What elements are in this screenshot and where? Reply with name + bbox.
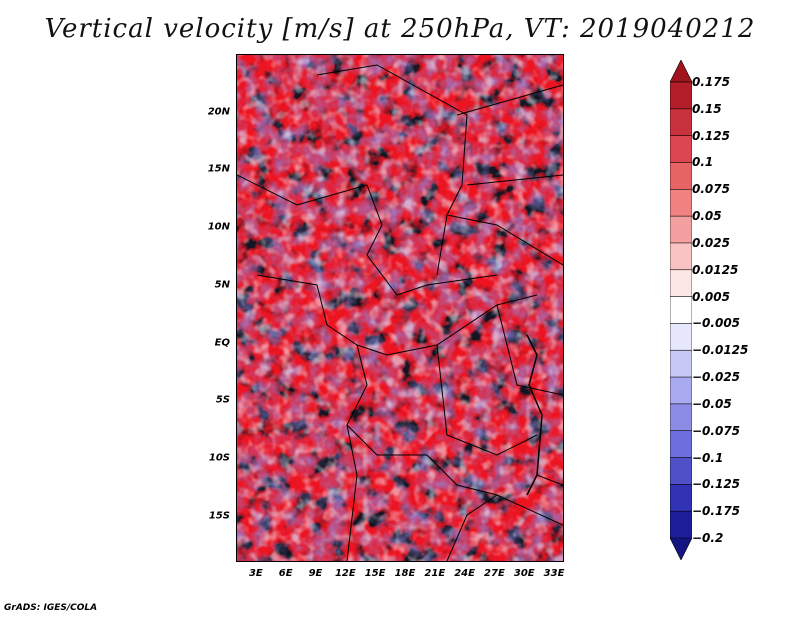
- colorbar-label: −0.005: [692, 316, 741, 331]
- colorbar-label: 0.175: [692, 75, 730, 89]
- velocity-field: [237, 55, 563, 561]
- colorbar-label: −0.0125: [692, 343, 749, 358]
- colorbar-label: −0.2: [692, 531, 724, 545]
- colorbar-segment: [670, 403, 692, 432]
- border-south: [346, 344, 563, 526]
- light-contours: [237, 55, 563, 561]
- lat-label: 5N: [214, 279, 230, 291]
- lon-label: 12E: [334, 568, 356, 579]
- lon-label: 21E: [424, 568, 446, 579]
- border-coast-south: [346, 424, 358, 561]
- colorbar-segment: [670, 81, 692, 110]
- colorbar-label: −0.075: [692, 423, 741, 438]
- colorbar-segment: [670, 323, 692, 352]
- colorbar-label: −0.025: [692, 370, 741, 385]
- border-central: [256, 274, 538, 356]
- border-misc: [436, 84, 563, 456]
- colorbar-segment: [670, 215, 692, 244]
- colorbar-segment: [670, 162, 692, 191]
- lon-label: 9E: [308, 568, 323, 579]
- lon-label: 24E: [454, 568, 475, 579]
- lon-label: 6E: [278, 568, 293, 579]
- velocity-map: [236, 54, 564, 562]
- colorbar-label: 0.15: [692, 101, 722, 116]
- colorbar-segment: [670, 484, 692, 512]
- lake-tanganyika: [526, 334, 543, 496]
- lat-label: 15S: [208, 510, 230, 522]
- colorbar-bottom-cap: [670, 537, 692, 560]
- colorbar-segment: [670, 296, 692, 325]
- lon-label: 30E: [513, 568, 535, 579]
- colorbar-segment: [670, 135, 692, 164]
- colorbar-label: 0.025: [692, 235, 730, 250]
- colorbar-label: 0.005: [692, 289, 730, 304]
- lat-label: 10N: [207, 221, 230, 233]
- credit-text: GrADS: IGES/COLA: [4, 603, 98, 613]
- colorbar: [670, 60, 692, 560]
- lat-label: 15N: [207, 163, 230, 175]
- colorbar-segment: [670, 510, 692, 539]
- colorbar-segment: [670, 349, 692, 378]
- colorbar-label: 0.075: [692, 182, 730, 197]
- colorbar-segment: [670, 269, 692, 298]
- colorbar-segment: [670, 242, 692, 271]
- map-title: Vertical velocity [m/s] at 250hPa, VT: 2…: [44, 14, 756, 44]
- borders: [237, 64, 563, 561]
- colorbar-label: 0.125: [692, 128, 730, 143]
- lat-label: 5S: [215, 394, 230, 406]
- lon-label: 18E: [394, 568, 416, 579]
- colorbar-segment: [670, 376, 692, 405]
- colorbar-top-cap: [670, 60, 692, 83]
- colorbar-segment: [670, 430, 692, 459]
- colorbar-label: 0.05: [692, 209, 722, 224]
- colorbar-segment: [670, 188, 692, 217]
- colorbar-label: 0.1: [692, 155, 714, 170]
- colorbar-segment: [670, 108, 692, 137]
- colorbar-label: 0.0125: [692, 262, 739, 277]
- lon-label: 27E: [484, 568, 505, 579]
- lat-label: 10S: [208, 452, 230, 464]
- colorbar-label: −0.05: [692, 396, 732, 411]
- lon-label: 15E: [364, 568, 386, 579]
- colorbar-label: −0.175: [692, 504, 741, 519]
- lat-label: 20N: [207, 106, 230, 118]
- border-far-south: [446, 474, 563, 561]
- lat-label: EQ: [214, 337, 230, 349]
- lon-label: 3E: [248, 568, 263, 579]
- colorbar-label: −0.125: [692, 477, 741, 492]
- lon-label: 33E: [543, 568, 565, 579]
- colorbar-label: −0.1: [692, 450, 724, 465]
- border-sahel: [237, 174, 498, 296]
- colorbar-segment: [670, 457, 692, 486]
- border-north: [316, 64, 563, 266]
